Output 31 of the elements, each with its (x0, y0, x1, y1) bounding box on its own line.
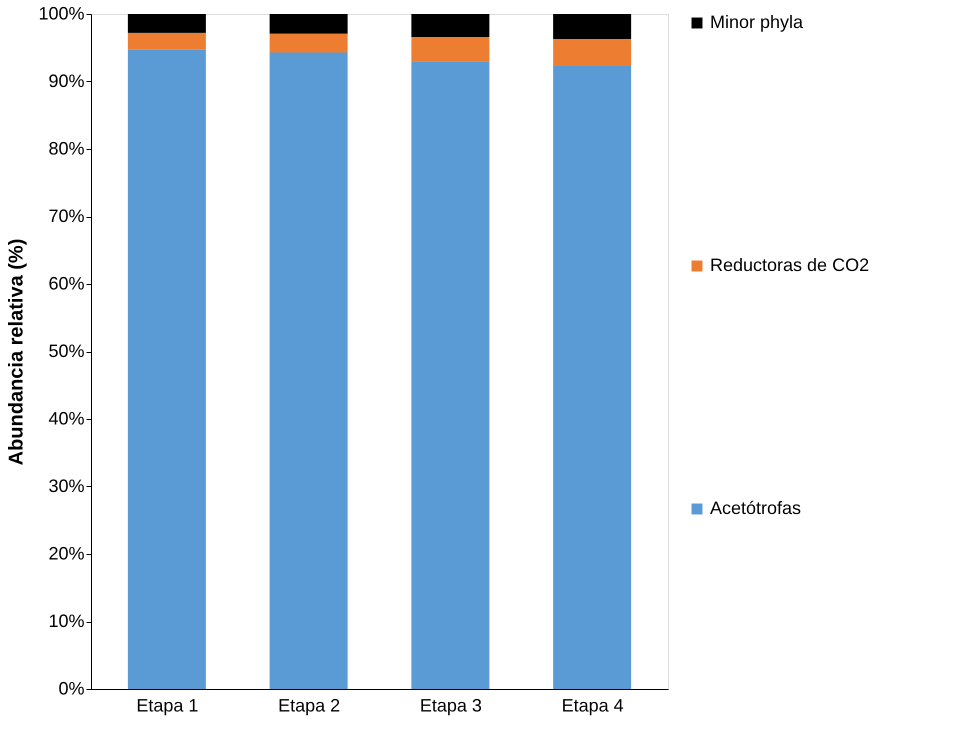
y-tick-label: 60% (48, 274, 84, 294)
bar (411, 36, 490, 62)
bar (128, 14, 206, 33)
bar (411, 61, 490, 689)
y-tick-label: 20% (48, 544, 84, 564)
x-tick-label: Etapa 4 (562, 696, 624, 716)
bar (128, 50, 206, 689)
legend-label: Acetótrofas (710, 498, 802, 518)
x-tick-label: Etapa 1 (136, 696, 198, 716)
y-tick-label: 70% (48, 206, 84, 226)
bar (553, 66, 632, 689)
bar (553, 38, 632, 66)
y-axis-title: Abundancia relativa (%) (5, 238, 28, 466)
bar (411, 14, 490, 37)
y-tick-label: 40% (48, 408, 84, 428)
y-tick-label: 10% (48, 611, 84, 631)
bar (553, 14, 632, 39)
bar (270, 52, 348, 689)
bar (128, 32, 206, 50)
bar (270, 34, 348, 52)
legend-label: Minor phyla (710, 12, 804, 32)
y-tick-label: 100% (38, 4, 84, 24)
y-tick-label: 0% (58, 678, 84, 698)
legend-label: Reductoras de CO2 (710, 255, 870, 275)
y-tick-label: 80% (48, 138, 84, 158)
y-tick-label: 30% (48, 476, 84, 496)
y-tick-label: 90% (48, 71, 84, 91)
y-tick-label: 50% (48, 341, 84, 361)
x-tick-label: Etapa 3 (420, 696, 482, 716)
bar (270, 14, 348, 34)
x-tick-label: Etapa 2 (278, 696, 340, 716)
